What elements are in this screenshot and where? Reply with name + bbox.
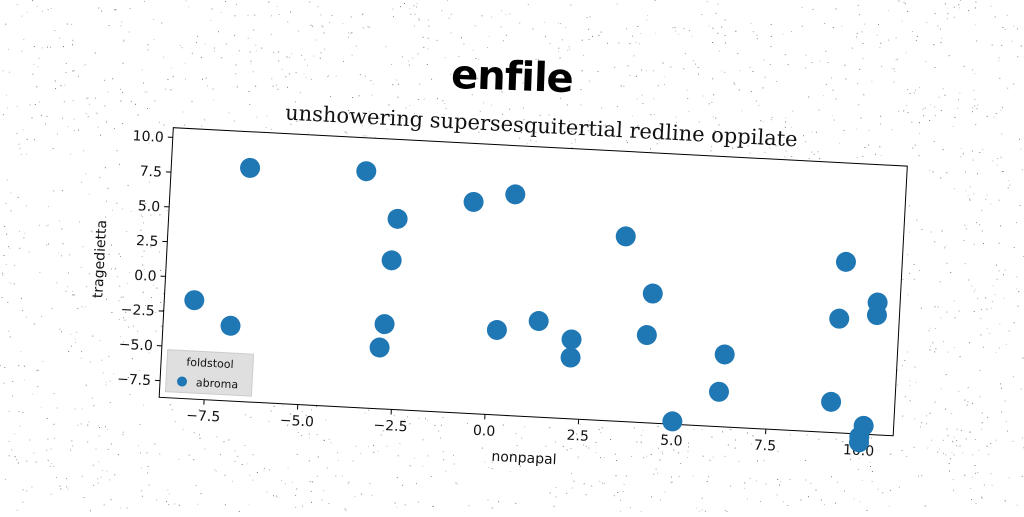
x-tick-label: 5.0 xyxy=(660,433,683,450)
y-tick-label: 10.0 xyxy=(132,128,164,146)
x-tick-label: −2.5 xyxy=(373,418,408,436)
y-tick-label: −2.5 xyxy=(120,302,155,320)
x-tick-label: −5.0 xyxy=(279,413,314,431)
y-tick-label: 5.0 xyxy=(137,198,160,215)
legend: foldstool abroma xyxy=(165,350,253,396)
legend-title: foldstool xyxy=(186,356,234,371)
y-tick-label: 2.5 xyxy=(136,233,159,250)
y-tick-label: 7.5 xyxy=(139,164,162,181)
x-tick-label: 2.5 xyxy=(566,428,589,445)
y-axis-label: tragedietta xyxy=(90,220,110,299)
legend-entry-abroma: abroma xyxy=(196,376,239,391)
scatter-chart: unshowering supersesquitertial redline o… xyxy=(60,73,940,517)
y-tick-label: −7.5 xyxy=(117,371,152,389)
x-tick-label: 0.0 xyxy=(473,423,496,440)
x-axis-label: nonpapal xyxy=(491,449,557,468)
y-tick-label: −5.0 xyxy=(118,337,153,355)
x-tick-label: 7.5 xyxy=(753,438,776,455)
x-tick-label: −7.5 xyxy=(186,408,221,426)
plot-frame xyxy=(159,128,907,436)
chart-svg: unshowering supersesquitertial redline o… xyxy=(60,73,940,517)
y-tick-label: 0.0 xyxy=(134,268,157,285)
